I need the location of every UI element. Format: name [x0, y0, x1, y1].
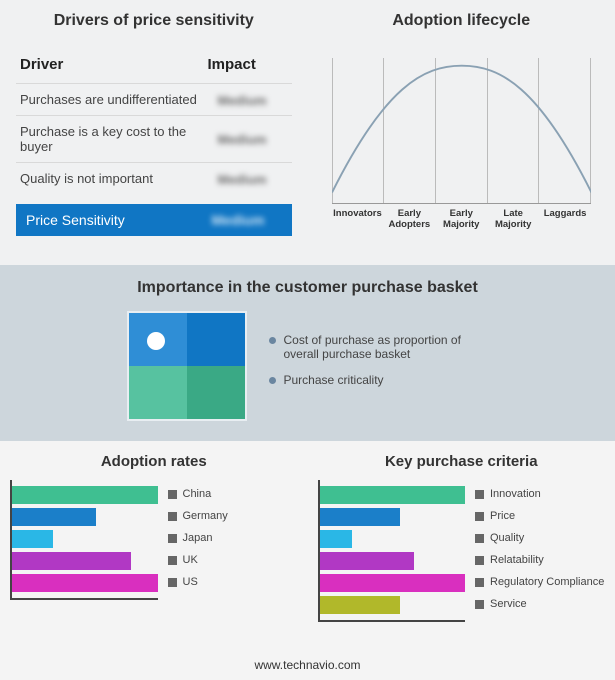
legend-item: Purchase criticality	[269, 373, 489, 387]
purchase-criteria-legend: Innovation Price Quality Relatability Regula…	[475, 480, 605, 622]
table-row: Quality is not importantMedium	[16, 162, 292, 194]
bar	[12, 508, 96, 526]
legend-swatch-icon	[475, 578, 484, 587]
drivers-table: Driver Impact Purchases are undifferenti…	[16, 50, 292, 236]
legend-label: Japan	[183, 532, 213, 544]
legend-item: Service	[475, 593, 605, 615]
col-driver-header: Driver	[20, 56, 208, 73]
bar	[320, 574, 466, 592]
legend-item: Cost of purchase as proportion of overal…	[269, 333, 489, 361]
drivers-title: Drivers of price sensitivity	[16, 12, 292, 30]
legend-swatch-icon	[475, 556, 484, 565]
drivers-panel: Drivers of price sensitivity Driver Impa…	[0, 0, 308, 265]
impact-cell: Medium	[218, 93, 288, 107]
legend-swatch-icon	[475, 490, 484, 499]
impact-cell: Medium	[218, 132, 288, 146]
legend-item: Germany	[168, 505, 298, 527]
legend-item: US	[168, 571, 298, 593]
legend-swatch-icon	[475, 600, 484, 609]
driver-cell: Quality is not important	[20, 171, 218, 186]
legend-bullet-icon	[269, 337, 276, 344]
bar	[320, 596, 400, 614]
legend-item: Innovation	[475, 483, 605, 505]
table-row: Purchase is a key cost to the buyerMediu…	[16, 115, 292, 162]
legend-label: China	[183, 488, 212, 500]
legend-swatch-icon	[168, 490, 177, 499]
adoption-rates-legend: China Germany Japan UK US	[168, 480, 298, 600]
legend-label: Regulatory Compliance	[490, 576, 604, 588]
legend-swatch-icon	[475, 534, 484, 543]
lifecycle-label: Innovators	[332, 209, 384, 230]
matrix-cell	[129, 366, 187, 419]
table-row: Purchases are undifferentiatedMedium	[16, 83, 292, 115]
legend-label: Cost of purchase as proportion of overal…	[284, 333, 489, 361]
legend-item: China	[168, 483, 298, 505]
bar	[12, 552, 131, 570]
purchase-criteria-title: Key purchase criteria	[318, 453, 606, 470]
legend-label: Price	[490, 510, 515, 522]
legend-label: Quality	[490, 532, 524, 544]
bar	[12, 530, 53, 548]
legend-label: Service	[490, 598, 527, 610]
legend-bullet-icon	[269, 377, 276, 384]
adoption-rates-chart	[10, 480, 158, 600]
legend-label: Relatability	[490, 554, 544, 566]
importance-matrix	[127, 311, 247, 421]
lifecycle-axis	[332, 203, 592, 204]
lifecycle-chart: InnovatorsEarly AdoptersEarly MajorityLa…	[324, 50, 600, 230]
col-impact-header: Impact	[208, 56, 288, 73]
price-sensitivity-summary: Price Sensitivity Medium	[16, 204, 292, 236]
impact-cell: Medium	[218, 172, 288, 186]
bar	[12, 486, 158, 504]
lifecycle-title: Adoption lifecycle	[324, 12, 600, 30]
legend-label: UK	[183, 554, 198, 566]
legend-item: UK	[168, 549, 298, 571]
legend-item: Regulatory Compliance	[475, 571, 605, 593]
legend-swatch-icon	[168, 512, 177, 521]
legend-item: Price	[475, 505, 605, 527]
importance-panel: Importance in the customer purchase bask…	[0, 265, 615, 441]
footer-text: www.technavio.com	[0, 652, 615, 680]
driver-cell: Purchase is a key cost to the buyer	[20, 124, 218, 154]
lifecycle-label: Early Adopters	[383, 209, 435, 230]
purchase-criteria-chart	[318, 480, 466, 622]
legend-label: Innovation	[490, 488, 541, 500]
legend-swatch-icon	[168, 578, 177, 587]
bar	[320, 552, 415, 570]
lifecycle-label: Early Majority	[435, 209, 487, 230]
legend-swatch-icon	[475, 512, 484, 521]
bar	[320, 508, 400, 526]
legend-item: Quality	[475, 527, 605, 549]
summary-label: Price Sensitivity	[26, 212, 212, 228]
legend-label: US	[183, 576, 198, 588]
purchase-criteria-panel: Key purchase criteria Innovation Price Qua…	[308, 449, 615, 652]
summary-impact: Medium	[212, 212, 282, 228]
lifecycle-label: Late Majority	[487, 209, 539, 230]
importance-legend: Cost of purchase as proportion of overal…	[269, 333, 489, 399]
legend-label: Germany	[183, 510, 228, 522]
matrix-cell	[187, 313, 245, 366]
legend-swatch-icon	[168, 556, 177, 565]
bar	[12, 574, 158, 592]
bar	[320, 486, 466, 504]
lifecycle-panel: Adoption lifecycle InnovatorsEarly Adopt…	[308, 0, 615, 265]
matrix-cell	[187, 366, 245, 419]
lifecycle-curve	[332, 58, 591, 197]
legend-label: Purchase criticality	[284, 373, 384, 387]
driver-cell: Purchases are undifferentiated	[20, 92, 218, 107]
legend-item: Relatability	[475, 549, 605, 571]
legend-item: Japan	[168, 527, 298, 549]
bar	[320, 530, 352, 548]
table-header: Driver Impact	[16, 50, 292, 83]
adoption-rates-title: Adoption rates	[10, 453, 298, 470]
importance-title: Importance in the customer purchase bask…	[20, 279, 595, 297]
adoption-rates-panel: Adoption rates China Germany Japan UK US	[0, 449, 308, 652]
lifecycle-label: Laggards	[539, 209, 591, 230]
matrix-dot	[147, 332, 165, 350]
legend-swatch-icon	[168, 534, 177, 543]
